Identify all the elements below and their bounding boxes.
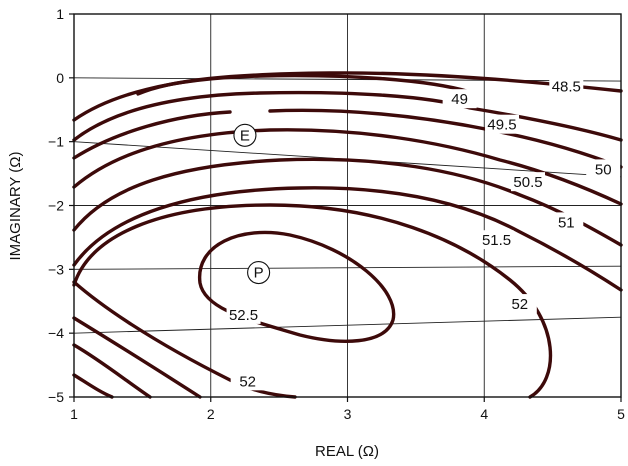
- y-tick-label: 1: [56, 6, 64, 22]
- grid-line-y: [73, 316, 622, 334]
- contour-label: 48.5: [552, 78, 581, 95]
- x-tick-label: 2: [207, 406, 215, 422]
- contour-label-bg: [479, 230, 514, 250]
- contour-labels: 48.5 49 49.5 50 50.5 51 51.5 52 52.5 52: [226, 76, 621, 391]
- contour-label-bg: [442, 89, 477, 109]
- x-axis-label: REAL (Ω): [315, 443, 379, 460]
- contour-label-bg: [586, 159, 621, 179]
- x-tick-label: 5: [617, 406, 625, 422]
- contour-line: [72, 343, 152, 399]
- contour-line: [72, 186, 623, 292]
- contour-label-bg: [549, 76, 584, 96]
- grid-line-y: [73, 265, 622, 270]
- marker-label: E: [240, 127, 250, 144]
- contour-label-bg: [226, 304, 261, 324]
- contour-label: 52: [511, 296, 528, 313]
- marker-circle: [247, 260, 271, 285]
- x-tick-label: 1: [70, 406, 78, 422]
- y-tick-label: −5: [48, 389, 64, 405]
- contour-label-bg: [511, 172, 546, 192]
- y-tick-label: −2: [48, 198, 64, 214]
- contour-line: [72, 73, 472, 122]
- contour-line: [72, 373, 114, 399]
- contour-label-bg: [549, 212, 584, 232]
- contour-line: [72, 108, 623, 169]
- contour-line: [72, 280, 297, 399]
- contour-label-bg: [230, 371, 265, 391]
- contour-label: 50.5: [513, 174, 542, 191]
- contour-label-bg: [485, 114, 520, 134]
- contour-lines: [72, 71, 623, 399]
- markers: EP: [233, 123, 271, 285]
- contour-label: 52: [239, 373, 256, 390]
- x-tick-label: 4: [480, 406, 488, 422]
- contour-label: 49: [451, 91, 468, 108]
- y-tick-label: −4: [48, 325, 64, 341]
- contour-line: [72, 128, 623, 206]
- marker-circle: [233, 123, 257, 147]
- contour-line: [72, 90, 623, 142]
- y-tick-label: −3: [48, 261, 64, 277]
- contour-line: [72, 316, 202, 399]
- contour-line: [72, 203, 553, 399]
- contour-label: 52.5: [229, 307, 258, 324]
- contour-label: 50: [595, 161, 612, 178]
- y-tick-label: −1: [48, 134, 64, 150]
- contour-label: 51: [558, 214, 575, 231]
- contour-line: [72, 157, 623, 247]
- x-tick-label: 3: [344, 406, 352, 422]
- contour-label: 49.5: [487, 117, 516, 134]
- y-axis-label: IMAGINARY (Ω): [7, 151, 24, 260]
- y-tick-label: 0: [56, 70, 64, 86]
- tick-labels: 1 2 3 4 510−1−2−3−4−5: [48, 6, 625, 422]
- marker-label: P: [254, 265, 264, 282]
- contour-label: 51.5: [482, 232, 511, 249]
- contour-label-bg: [502, 294, 537, 314]
